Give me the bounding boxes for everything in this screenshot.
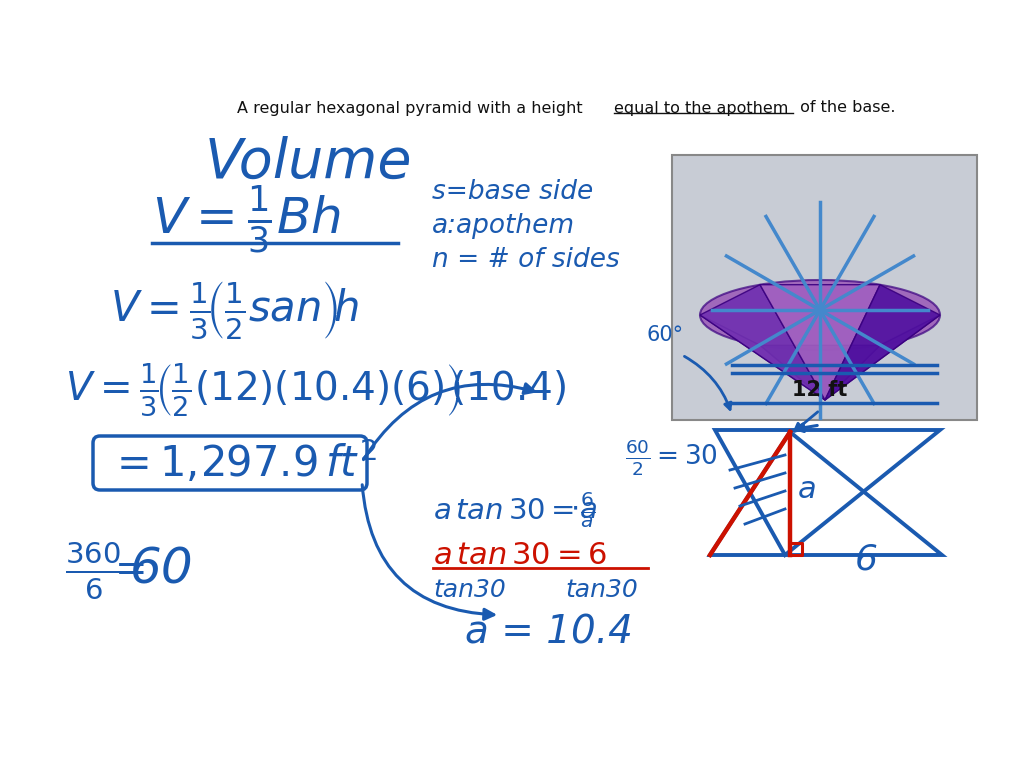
Polygon shape (700, 285, 825, 400)
Bar (672, 155, 977, 420)
Text: $V = \frac{1}{3}\!\left(\frac{1}{2}san\right)\!h$: $V = \frac{1}{3}\!\left(\frac{1}{2}san\r… (110, 280, 359, 341)
Text: $V=\frac{1}{3}Bh$: $V=\frac{1}{3}Bh$ (152, 184, 341, 257)
Polygon shape (700, 315, 825, 400)
Text: $\cdot a$: $\cdot a$ (570, 496, 597, 524)
Polygon shape (760, 346, 880, 400)
Polygon shape (825, 285, 940, 400)
Text: 60°: 60° (647, 325, 684, 345)
Text: tan30: tan30 (565, 578, 638, 602)
Text: tan30: tan30 (433, 578, 506, 602)
Text: $= 1,\!297.9\,ft^2$: $= 1,\!297.9\,ft^2$ (108, 439, 377, 485)
Text: $a\,tan\,30=\frac{6}{a}$: $a\,tan\,30=\frac{6}{a}$ (433, 491, 596, 529)
Text: a = 10.4: a = 10.4 (465, 613, 633, 651)
Text: s=base side: s=base side (432, 179, 593, 205)
Polygon shape (825, 315, 940, 400)
Text: a: a (798, 475, 817, 505)
Text: $V = \frac{1}{3}\!\left(\frac{1}{2}(12)(10.4)(6)\right)\!\!(10.4)$: $V = \frac{1}{3}\!\left(\frac{1}{2}(12)(… (65, 362, 566, 419)
Ellipse shape (700, 280, 940, 350)
Text: equal to the apothem: equal to the apothem (614, 101, 788, 115)
Text: a:apothem: a:apothem (432, 213, 575, 239)
Text: 60: 60 (130, 546, 194, 594)
Text: Volume: Volume (205, 135, 413, 188)
Text: $a\,tan\,30=6$: $a\,tan\,30=6$ (433, 539, 607, 571)
Text: $\frac{360}{6}$: $\frac{360}{6}$ (65, 539, 123, 601)
Text: 12 ft: 12 ft (793, 380, 848, 400)
Polygon shape (760, 285, 880, 400)
Text: A regular hexagonal pyramid with a height: A regular hexagonal pyramid with a heigh… (237, 101, 588, 115)
Text: =: = (115, 551, 147, 588)
Text: n = # of sides: n = # of sides (432, 247, 620, 273)
Text: of the base.: of the base. (795, 101, 896, 115)
Text: $\frac{60}{2}=30$: $\frac{60}{2}=30$ (625, 438, 718, 478)
Text: 6: 6 (855, 543, 878, 577)
